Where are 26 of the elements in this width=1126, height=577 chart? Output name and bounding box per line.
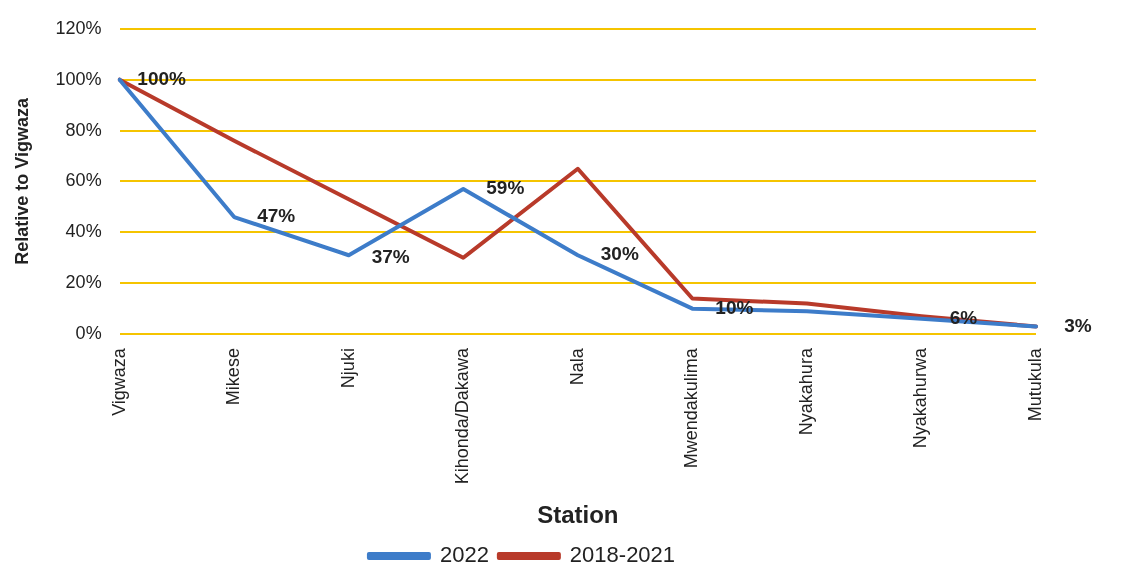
- x-tick-label: Kihonda/Dakawa: [452, 347, 473, 485]
- annotation: 6%: [949, 307, 978, 329]
- x-tick-label: Mutukula: [1024, 347, 1045, 422]
- annotation: 47%: [257, 205, 296, 227]
- x-axis-title: Station: [537, 501, 619, 529]
- y-tick-label: 100%: [55, 68, 102, 89]
- x-tick-label: Nala: [566, 347, 587, 386]
- x-tick-label: Mwendakulima: [681, 347, 702, 469]
- y-tick-label: 40%: [65, 221, 102, 242]
- y-tick-label: 80%: [65, 119, 102, 140]
- legend-label: 2018-2021: [569, 542, 676, 568]
- x-tick-label: Vigwaza: [108, 347, 129, 416]
- x-tick-label: Njuki: [337, 348, 358, 389]
- annotation: 30%: [600, 243, 639, 265]
- x-tick-label: Nyakahurwa: [910, 347, 931, 449]
- y-tick-label: 20%: [65, 272, 102, 293]
- annotation: 37%: [371, 246, 410, 268]
- y-tick-label: 0%: [75, 323, 102, 344]
- x-tick-label: Mikese: [223, 348, 244, 406]
- y-axis-title: Relative to Vigwaza: [11, 97, 32, 265]
- x-tick-label: Nyakahura: [795, 347, 816, 436]
- legend-label: 2022: [439, 542, 489, 568]
- y-tick-label: 60%: [65, 170, 102, 191]
- annotation: 3%: [1064, 314, 1092, 336]
- y-tick-label: 120%: [55, 17, 102, 38]
- annotation: 59%: [486, 177, 525, 199]
